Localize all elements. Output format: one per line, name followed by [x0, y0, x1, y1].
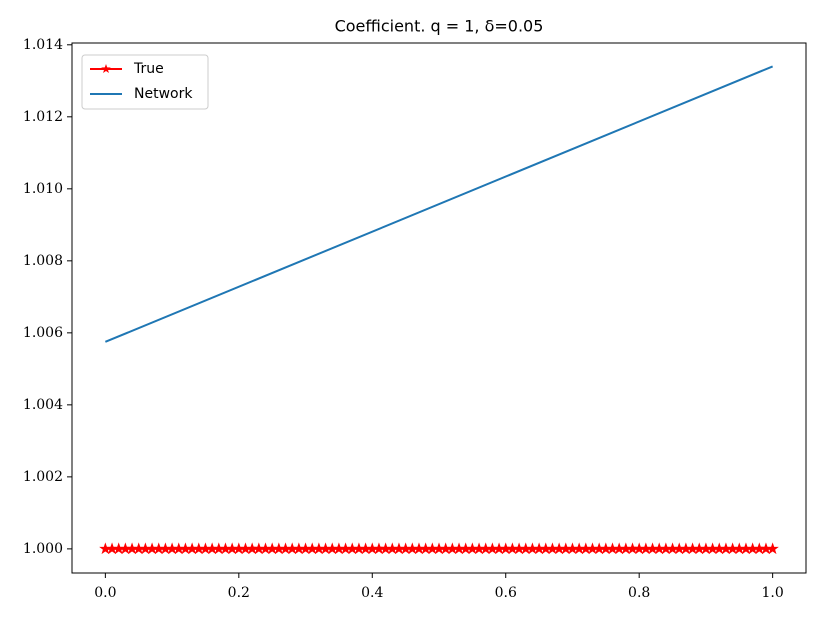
y-tick-label: 1.006: [23, 325, 63, 341]
x-tick-label: 1.0: [762, 585, 784, 601]
point-marker: [766, 542, 779, 555]
x-tick-label: 0.6: [495, 585, 517, 601]
plot-frame: [71, 42, 807, 574]
y-tick-label: 1.008: [23, 253, 63, 269]
y-tick-label: 1.012: [23, 109, 63, 125]
x-tick-label: 0.8: [628, 585, 650, 601]
x-tick-label: 0.2: [228, 585, 250, 601]
series-line: [104, 65, 774, 343]
legend-label: True: [133, 61, 164, 77]
y-tick-label: 1.000: [23, 541, 63, 557]
x-tick-label: 0.0: [94, 585, 116, 601]
legend-marker: [101, 64, 111, 74]
y-tick-label: 1.004: [23, 397, 63, 413]
x-tick-label: 0.4: [361, 585, 383, 601]
y-tick-label: 1.014: [23, 37, 63, 53]
y-tick-label: 1.010: [23, 181, 63, 197]
legend-label: Network: [134, 86, 193, 102]
chart-title: Coefficient. q = 1, δ=0.05: [335, 17, 544, 36]
y-tick-label: 1.002: [23, 469, 63, 485]
